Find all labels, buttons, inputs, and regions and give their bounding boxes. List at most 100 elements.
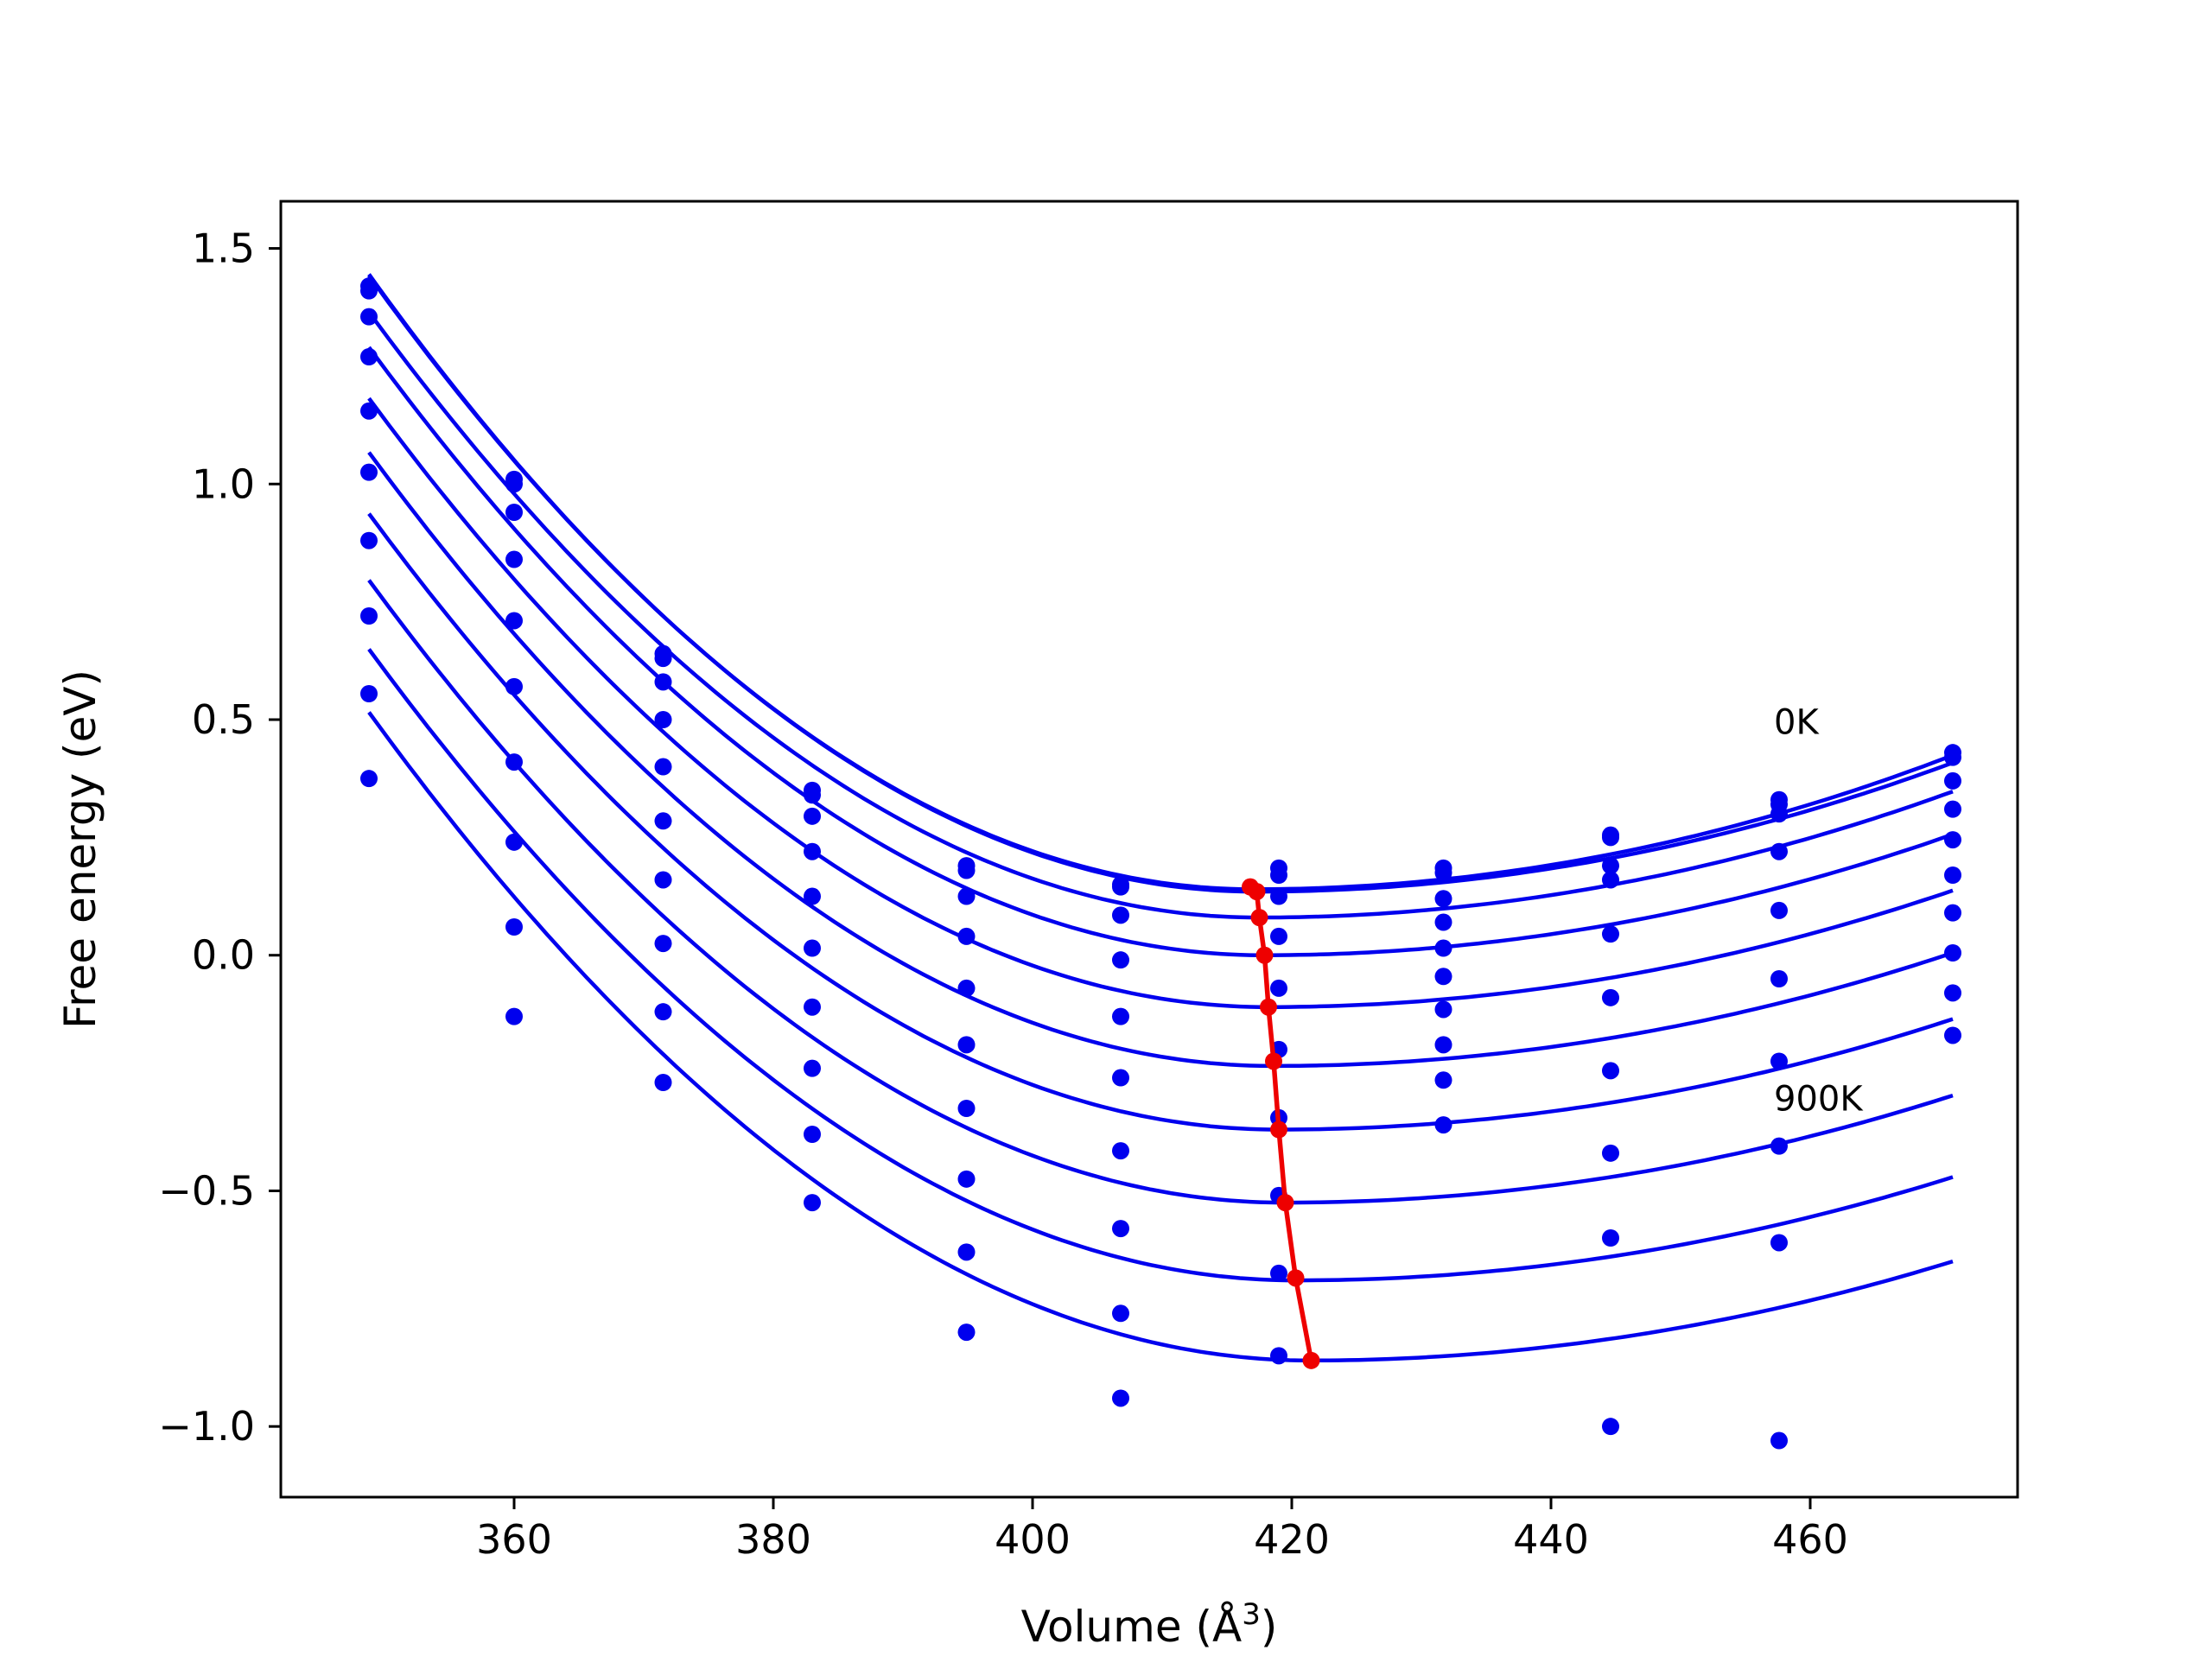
data-point xyxy=(360,308,378,326)
data-point xyxy=(957,1100,976,1117)
y-tick-label: −1.0 xyxy=(158,1403,255,1450)
data-point xyxy=(804,786,821,804)
data-point xyxy=(1602,857,1619,875)
data-point xyxy=(505,1007,523,1025)
data-point xyxy=(804,1194,821,1212)
minimum-point xyxy=(1248,883,1266,901)
data-point xyxy=(360,770,378,788)
data-point xyxy=(1112,1220,1129,1238)
data-point xyxy=(1434,1071,1452,1089)
data-point xyxy=(1602,988,1619,1006)
data-point xyxy=(654,871,672,889)
data-point xyxy=(505,612,523,630)
fit-curve-3 xyxy=(367,346,1954,957)
minimum-path-line xyxy=(1249,885,1314,1362)
data-point xyxy=(1602,1144,1619,1162)
minimum-path xyxy=(1242,878,1320,1369)
data-point xyxy=(957,979,976,997)
data-point xyxy=(1944,1026,1961,1044)
data-point xyxy=(505,475,523,493)
temperature-annotation: 0K xyxy=(1774,702,1820,742)
y-tick-label: 0.5 xyxy=(192,696,255,743)
fit-curve-7 xyxy=(367,579,1954,1205)
minimum-point xyxy=(1260,998,1277,1016)
data-point xyxy=(505,550,523,568)
data-point xyxy=(654,812,672,830)
data-point xyxy=(1770,805,1788,823)
data-point xyxy=(360,402,378,420)
data-point xyxy=(1270,1264,1287,1282)
data-point xyxy=(1434,939,1452,957)
data-point xyxy=(1112,906,1129,924)
fit-curves xyxy=(367,273,1954,1363)
data-point xyxy=(654,1074,672,1091)
data-point xyxy=(957,861,976,879)
data-point xyxy=(654,935,672,953)
data-point xyxy=(1770,970,1788,987)
y-tick-label: −0.5 xyxy=(158,1167,255,1214)
minimum-point xyxy=(1276,1194,1294,1212)
fit-curve-8 xyxy=(367,648,1954,1283)
data-point xyxy=(1270,979,1287,997)
data-point xyxy=(1770,901,1788,919)
data-point xyxy=(957,927,976,945)
x-tick-label: 400 xyxy=(995,1516,1071,1563)
y-tick-label: 0.0 xyxy=(192,932,255,979)
data-point xyxy=(1270,927,1287,945)
x-tick-label: 460 xyxy=(1772,1516,1848,1563)
data-point xyxy=(957,1243,976,1261)
data-point xyxy=(654,1003,672,1021)
data-point xyxy=(957,1323,976,1342)
data-point xyxy=(1112,1069,1129,1087)
data-points xyxy=(360,277,1961,1450)
data-point xyxy=(1270,887,1287,905)
data-point xyxy=(1270,866,1287,884)
data-point xyxy=(1112,1389,1129,1407)
fit-curve-5 xyxy=(367,451,1954,1069)
data-point xyxy=(1602,871,1619,889)
data-point xyxy=(804,887,821,905)
data-point xyxy=(1270,1347,1287,1365)
data-point xyxy=(1434,890,1452,908)
data-point xyxy=(1112,1142,1129,1160)
minimum-point xyxy=(1255,946,1274,964)
annotations: 0K 900K xyxy=(1774,702,1864,1119)
y-tick-label: 1.5 xyxy=(192,225,255,272)
data-point xyxy=(1944,944,1961,962)
data-point xyxy=(505,753,523,771)
data-point xyxy=(1770,1234,1788,1252)
data-point xyxy=(1602,925,1619,943)
y-axis-label: Free energy (eV) xyxy=(55,670,105,1029)
data-point xyxy=(1602,1062,1619,1080)
minimum-point xyxy=(1250,909,1268,927)
data-point xyxy=(360,607,378,625)
x-tick-label: 440 xyxy=(1513,1516,1589,1563)
temperature-annotation: 900K xyxy=(1774,1080,1864,1120)
data-point xyxy=(1434,968,1452,986)
data-point xyxy=(1434,913,1452,931)
data-point xyxy=(957,1036,976,1054)
data-point xyxy=(360,463,378,481)
minimum-point xyxy=(1287,1269,1305,1287)
data-point xyxy=(1770,1431,1788,1450)
data-point xyxy=(1944,748,1961,766)
data-point xyxy=(505,833,523,851)
data-point xyxy=(360,531,378,549)
data-point xyxy=(654,711,672,728)
minimum-point xyxy=(1270,1120,1287,1139)
minimum-point xyxy=(1265,1052,1282,1070)
data-point xyxy=(1602,828,1619,847)
x-tick-label: 380 xyxy=(735,1516,811,1563)
data-point xyxy=(1944,984,1961,1002)
data-point xyxy=(1770,842,1788,860)
data-point xyxy=(804,807,821,825)
axis-ticks: 360 380 400 420 440 460 −1.0 −0.5 0.0 0.5 1.0 1.5 xyxy=(158,225,1848,1563)
data-point xyxy=(1112,1304,1129,1323)
fit-curve-9 xyxy=(367,711,1954,1363)
data-point xyxy=(654,673,672,691)
data-point xyxy=(505,677,523,695)
data-point xyxy=(360,282,378,300)
data-point xyxy=(654,758,672,776)
